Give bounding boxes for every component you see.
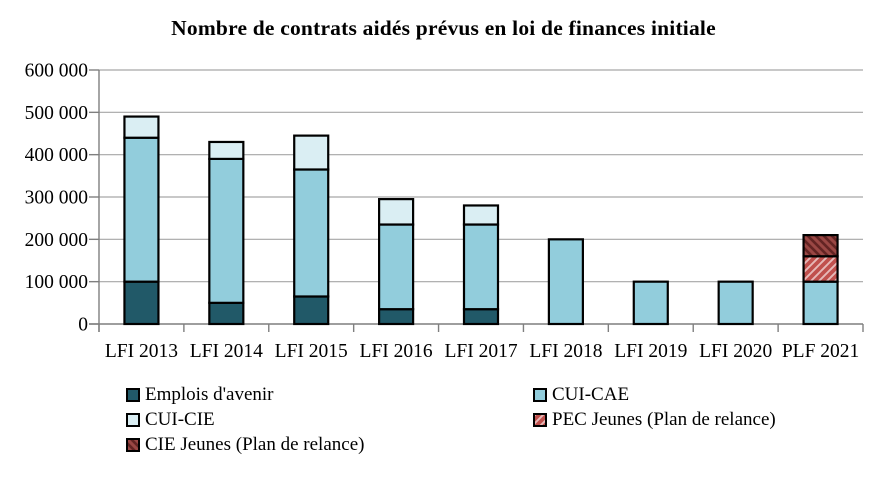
legend-swatch xyxy=(533,412,547,427)
bar-segment xyxy=(802,280,839,326)
y-axis-label: 500 000 xyxy=(25,103,88,124)
legend-item: PEC Jeunes (Plan de relance) xyxy=(533,410,776,429)
x-axis-label: PLF 2021 xyxy=(782,341,859,362)
chart-title: Nombre de contrats aidés prévus en loi d… xyxy=(171,16,716,40)
legend-label: PEC Jeunes (Plan de relance) xyxy=(552,409,776,430)
bar-segment xyxy=(802,255,839,283)
bar-segment xyxy=(208,157,245,304)
y-axis-label: 600 000 xyxy=(25,61,88,82)
bar-segment xyxy=(208,140,245,160)
bar-segment xyxy=(632,280,669,326)
legend-label: CUI-CAE xyxy=(552,384,630,405)
legend-label: Emplois d'avenir xyxy=(145,384,274,405)
bar-segment xyxy=(293,134,330,171)
legend-label: CIE Jeunes (Plan de relance) xyxy=(145,434,365,455)
bar-segment xyxy=(293,295,330,326)
legend-swatch xyxy=(126,387,140,402)
legend-item: CUI-CIE xyxy=(126,410,533,429)
x-axis-label: LFI 2013 xyxy=(105,341,178,362)
bar-segment xyxy=(717,280,754,326)
legend: Emplois d'avenir CUI-CAE CUI-CIE PEC Jeunes… xyxy=(126,382,776,457)
x-axis-label: LFI 2016 xyxy=(360,341,433,362)
bar-segment xyxy=(462,204,500,226)
y-axis-label: 400 000 xyxy=(25,145,88,166)
legend-swatch xyxy=(533,387,547,402)
legend-item: CUI-CAE xyxy=(533,385,776,404)
bar-segment xyxy=(547,238,584,326)
legend-label: CUI-CIE xyxy=(145,409,215,430)
bar-segment xyxy=(802,234,839,258)
bar-segment xyxy=(462,308,500,326)
x-axis-label: LFI 2020 xyxy=(699,341,772,362)
bar-segment xyxy=(378,223,415,311)
bar-segment xyxy=(378,198,415,226)
legend-swatch xyxy=(126,412,140,427)
bar-segment xyxy=(293,168,330,298)
x-axis-label: LFI 2019 xyxy=(614,341,687,362)
bar-segment xyxy=(208,301,245,326)
legend-item: CIE Jeunes (Plan de relance) xyxy=(126,435,533,454)
legend-item: Emplois d'avenir xyxy=(126,385,533,404)
bar-segment xyxy=(123,115,160,139)
bar-segment xyxy=(123,280,160,326)
bar-segment xyxy=(462,223,500,311)
bar-segment xyxy=(123,136,160,283)
x-axis-label: LFI 2017 xyxy=(444,341,517,362)
y-axis-label: 100 000 xyxy=(25,272,88,293)
y-axis-label: 300 000 xyxy=(25,188,88,209)
y-axis-label: 200 000 xyxy=(25,230,88,251)
x-axis-label: LFI 2015 xyxy=(275,341,348,362)
x-axis-label: LFI 2018 xyxy=(529,341,602,362)
x-axis-label: LFI 2014 xyxy=(190,341,263,362)
legend-swatch xyxy=(126,437,140,452)
y-axis-label: 0 xyxy=(78,315,88,336)
bar-segment xyxy=(378,308,415,326)
